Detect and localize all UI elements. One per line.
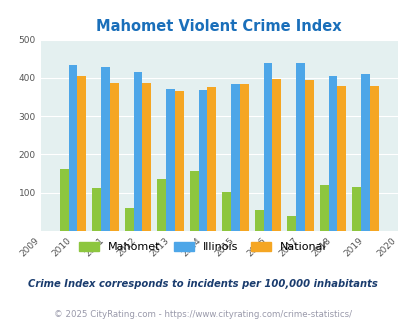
Bar — [68, 65, 77, 231]
Bar — [101, 67, 110, 231]
Bar — [133, 72, 142, 231]
Bar — [166, 88, 175, 231]
Bar — [352, 186, 360, 231]
Bar — [304, 80, 313, 231]
Text: Crime Index corresponds to incidents per 100,000 inhabitants: Crime Index corresponds to incidents per… — [28, 279, 377, 289]
Bar — [190, 171, 198, 231]
Bar — [272, 79, 280, 231]
Bar — [157, 179, 166, 231]
Bar — [287, 216, 295, 231]
Bar — [263, 63, 272, 231]
Bar — [254, 210, 263, 231]
Bar — [222, 192, 230, 231]
Bar — [77, 76, 86, 231]
Bar — [142, 83, 151, 231]
Title: Mahomet Violent Crime Index: Mahomet Violent Crime Index — [96, 19, 341, 34]
Bar — [230, 84, 239, 231]
Bar — [328, 76, 337, 231]
Bar — [60, 169, 68, 231]
Bar — [360, 75, 369, 231]
Bar — [207, 87, 215, 231]
Legend: Mahomet, Illinois, National: Mahomet, Illinois, National — [79, 242, 326, 252]
Bar — [92, 188, 101, 231]
Bar — [337, 86, 345, 231]
Bar — [319, 185, 328, 231]
Bar — [125, 208, 133, 231]
Bar — [295, 63, 304, 231]
Bar — [369, 86, 377, 231]
Bar — [110, 83, 118, 231]
Bar — [175, 91, 183, 231]
Bar — [198, 90, 207, 231]
Bar — [239, 84, 248, 231]
Text: © 2025 CityRating.com - https://www.cityrating.com/crime-statistics/: © 2025 CityRating.com - https://www.city… — [54, 310, 351, 319]
